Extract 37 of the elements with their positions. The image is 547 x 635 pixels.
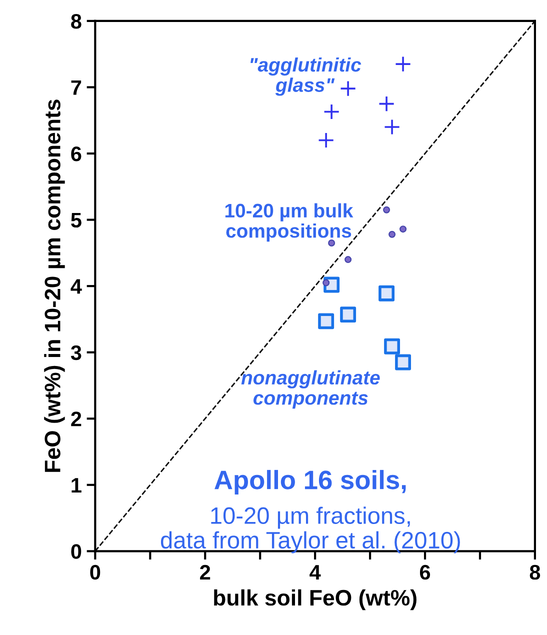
annotation: 10-20 µm fractions, data from Taylor et al. (2010) [160, 506, 460, 554]
annotation: nonagglutinate components [241, 370, 380, 409]
point [400, 226, 407, 233]
y-tick-label: 2 [71, 412, 82, 426]
x-tick-label: 8 [530, 564, 540, 580]
x-tick-label: 0 [90, 564, 100, 580]
annotation: "agglutinitic glass" [250, 57, 362, 96]
point [388, 230, 396, 238]
point [318, 132, 334, 148]
y-tick-label: 0 [71, 544, 82, 559]
y-tick-label: 3 [70, 345, 82, 360]
y-axis-title: FeO (wt%) in 10-20 µm components [44, 100, 65, 472]
x-tick-label: 2 [200, 564, 210, 580]
y-tick-label: 7 [71, 80, 82, 95]
y-tick-label: 4 [70, 279, 82, 294]
x-tick-label: 6 [420, 564, 430, 580]
y-tick-label: 6 [71, 146, 82, 162]
point [322, 279, 330, 286]
point [395, 354, 412, 370]
x-tick-label: 4 [310, 565, 321, 580]
point [318, 313, 334, 330]
annotation: Apollo 16 soils, [214, 470, 406, 495]
x-axis-title: bulk soil FeO (wt%) [214, 589, 416, 610]
point [378, 96, 395, 112]
y-tick-label: 5 [71, 213, 82, 228]
point [323, 104, 340, 120]
annotation: 10-20 µm bulk compositions [225, 203, 354, 242]
point [340, 80, 356, 97]
point [384, 338, 400, 354]
y-tick-label: 1 [72, 478, 82, 492]
y-tick-label: 8 [71, 14, 82, 29]
point [340, 306, 356, 323]
point [394, 56, 412, 72]
point [383, 206, 390, 214]
point [384, 118, 400, 136]
point [344, 256, 352, 264]
point [378, 285, 395, 302]
